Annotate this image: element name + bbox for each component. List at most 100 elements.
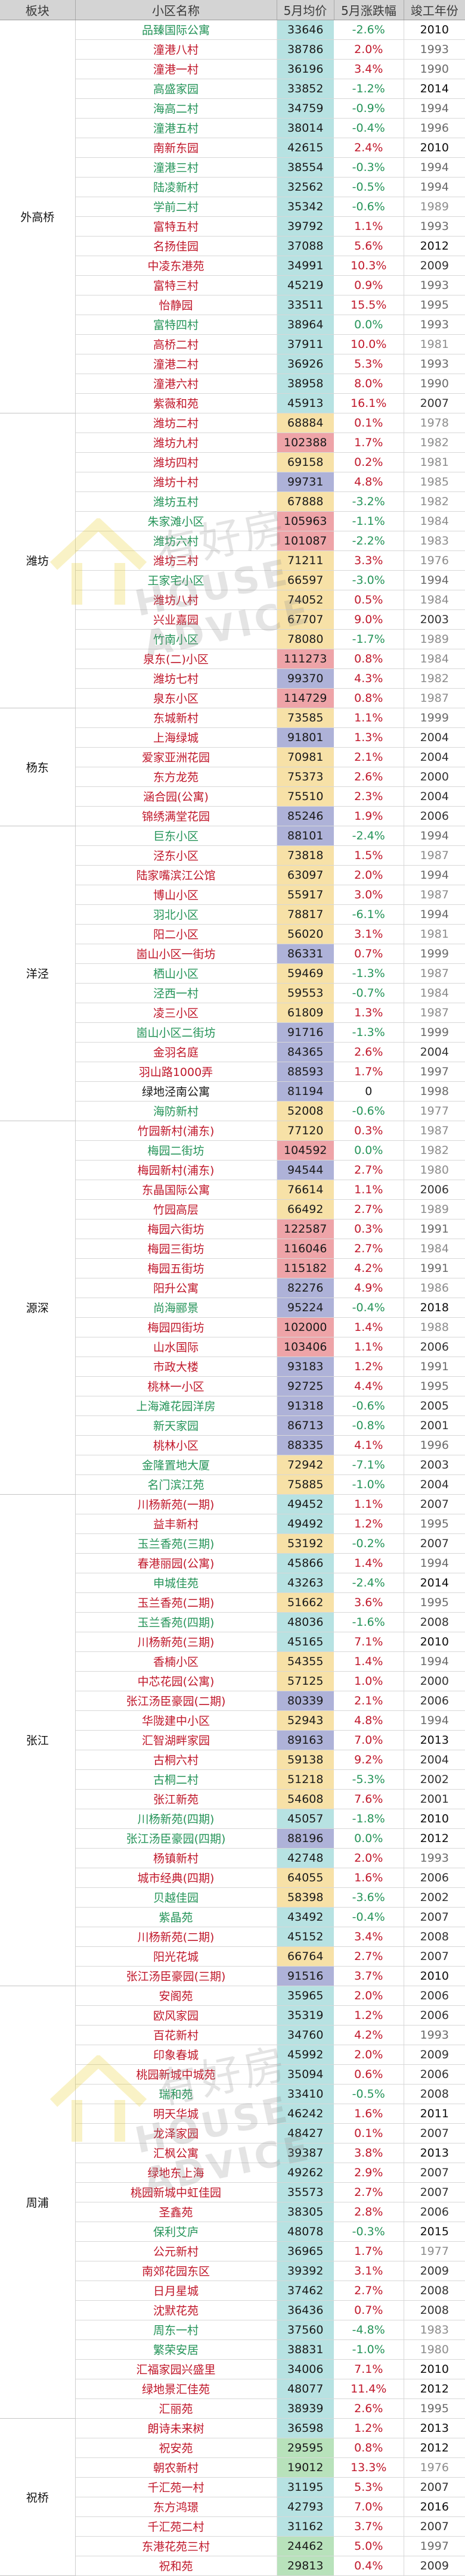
column-header-name[interactable]: 小区名称: [75, 0, 277, 20]
table-row[interactable]: 张江汤臣豪园(三期) 91516 3.7% 2010: [0, 1966, 465, 1986]
table-row[interactable]: 绿地东上海 49262 2.9% 2007: [0, 2163, 465, 2183]
table-row[interactable]: 羽山路1000弄 88593 1.7% 1997: [0, 1062, 465, 1082]
table-row[interactable]: 川杨新苑(二期) 45152 3.4% 2008: [0, 1927, 465, 1947]
column-header-year[interactable]: 竣工年份: [404, 0, 465, 20]
table-row[interactable]: 梅园二街坊 104592 0.0% 1982: [0, 1140, 465, 1161]
table-row[interactable]: 泾东小区 73818 1.5% 1987: [0, 845, 465, 866]
table-row[interactable]: 祝安苑 29595 0.8% 2012: [0, 2438, 465, 2458]
table-row[interactable]: 海防新村 52008 -0.6% 1977: [0, 1101, 465, 1121]
table-row[interactable]: 崮山小区二街坊 91716 -1.3% 1999: [0, 1022, 465, 1043]
column-header-change[interactable]: 5月涨跌幅: [334, 0, 404, 20]
table-row[interactable]: 汇枫公寓 39387 3.8% 2013: [0, 2143, 465, 2163]
table-row[interactable]: 市政大楼 93183 1.2% 1991: [0, 1357, 465, 1377]
table-row[interactable]: 古桐六村 59138 9.2% 2004: [0, 1750, 465, 1770]
table-row[interactable]: 玉兰香苑(三期) 53192 -0.2% 2007: [0, 1533, 465, 1554]
table-row[interactable]: 陆凌新村 32562 -0.5% 1994: [0, 177, 465, 197]
table-row[interactable]: 竹南小区 78080 -1.7% 1989: [0, 629, 465, 649]
table-row[interactable]: 明天华城 46242 1.6% 2011: [0, 2104, 465, 2124]
table-row[interactable]: 羽北小区 78817 -6.1% 1994: [0, 904, 465, 925]
table-row[interactable]: 保利艾庐 48078 -0.3% 2015: [0, 2222, 465, 2242]
table-row[interactable]: 阳二小区 56020 3.1% 1981: [0, 924, 465, 944]
table-row[interactable]: 华陇建中小区 52943 4.8% 1994: [0, 1710, 465, 1731]
table-row[interactable]: 南郊花园东区 39392 3.1% 2009: [0, 2261, 465, 2281]
table-row[interactable]: 泾西一村 59553 -0.7% 1984: [0, 983, 465, 1003]
table-row[interactable]: 千汇苑二村 31162 3.7% 2007: [0, 2516, 465, 2537]
table-row[interactable]: 潍坊七村 99370 4.3% 1982: [0, 668, 465, 689]
table-row[interactable]: 梅园新村(浦东) 94544 2.7% 1980: [0, 1160, 465, 1180]
table-row[interactable]: 外高桥 品臻国际公寓 33646 -2.6% 2010: [0, 20, 465, 413]
table-row[interactable]: 川杨新苑(四期) 45057 -1.8% 2010: [0, 1809, 465, 1829]
table-row[interactable]: 东港花苑三村 24462 5.0% 1997: [0, 2536, 465, 2556]
table-row[interactable]: 祝和苑 29813 0.4% 2009: [0, 2556, 465, 2576]
table-row[interactable]: 爱家亚洲花园 70981 2.1% 2004: [0, 747, 465, 767]
table-row[interactable]: 尚海郦景 95224 -0.4% 2018: [0, 1298, 465, 1318]
table-row[interactable]: 东方龙苑 75373 2.6% 2000: [0, 767, 465, 787]
table-row[interactable]: 山水国际 103406 1.1% 2006: [0, 1337, 465, 1357]
table-row[interactable]: 金隆置地大厦 72942 -7.1% 2003: [0, 1455, 465, 1475]
table-row[interactable]: 怡静园 33511 15.5% 1995: [0, 295, 465, 315]
table-row[interactable]: 百花新村 34760 4.2% 1993: [0, 2025, 465, 2045]
table-row[interactable]: 杨镇新村 42748 2.0% 1993: [0, 1848, 465, 1868]
table-row[interactable]: 桃林一小区 92725 4.4% 1995: [0, 1376, 465, 1396]
table-row[interactable]: 潍坊九村 102388 1.7% 1982: [0, 433, 465, 453]
table-row[interactable]: 欧风家园 35319 1.2% 2006: [0, 2005, 465, 2026]
table-row[interactable]: 上海绿城 91801 1.3% 2004: [0, 727, 465, 748]
table-row[interactable]: 名门滨江苑 75885 -1.0% 2004: [0, 1474, 465, 1495]
table-row[interactable]: 潼港一村 36196 3.4% 1990: [0, 59, 465, 79]
table-row[interactable]: 潼港六村 38958 8.0% 1990: [0, 374, 465, 394]
table-row[interactable]: 陆家嘴滨江公馆 63097 2.0% 1994: [0, 865, 465, 885]
table-row[interactable]: 印象春城 45992 2.0% 2009: [0, 2045, 465, 2065]
table-row[interactable]: 绿地泾南公寓 81194 0 1998: [0, 1081, 465, 1102]
table-row[interactable]: 东方鸿璟 42793 7.0% 2016: [0, 2497, 465, 2517]
table-row[interactable]: 城市经典(四期) 64055 1.6% 2006: [0, 1868, 465, 1888]
table-row[interactable]: 张江汤臣豪园(二期) 80339 2.1% 2006: [0, 1691, 465, 1711]
table-row[interactable]: 朱家滩小区 105963 -1.1% 1984: [0, 511, 465, 531]
table-row[interactable]: 王家宅小区 66597 -3.0% 1994: [0, 570, 465, 590]
table-row[interactable]: 汇智湖畔家园 89163 7.0% 2013: [0, 1730, 465, 1750]
table-row[interactable]: 玉兰香苑(四期) 48036 -1.6% 2008: [0, 1612, 465, 1632]
table-row[interactable]: 公元新村 36965 1.7% 1977: [0, 2241, 465, 2261]
table-row[interactable]: 涵合园(公寓) 75510 2.3% 2004: [0, 786, 465, 807]
table-row[interactable]: 朝农新村 19012 13.3% 1976: [0, 2457, 465, 2478]
table-row[interactable]: 新天家园 86713 -0.8% 2001: [0, 1415, 465, 1436]
table-row[interactable]: 上海滩花园洋房 91318 -0.6% 2005: [0, 1396, 465, 1416]
table-row[interactable]: 川杨新苑(三期) 45165 7.1% 2010: [0, 1632, 465, 1652]
table-row[interactable]: 潍坊六村 101087 -2.2% 1983: [0, 531, 465, 551]
table-row[interactable]: 阳光花城 66764 2.7% 2007: [0, 1946, 465, 1967]
table-row[interactable]: 东晶国际公寓 76614 1.1% 2006: [0, 1180, 465, 1200]
table-row[interactable]: 栖山小区 59469 -1.3% 1987: [0, 963, 465, 984]
table-row[interactable]: 洋泾 巨东小区 88101 -2.4% 1994: [0, 826, 465, 1121]
table-row[interactable]: 汇丽苑 38939 2.6% 1995: [0, 2398, 465, 2419]
table-row[interactable]: 周浦 安阁苑 35965 2.0% 2006: [0, 1986, 465, 2419]
table-row[interactable]: 名扬佳园 37088 5.6% 2012: [0, 236, 465, 256]
table-row[interactable]: 潼港二村 36926 5.3% 1993: [0, 354, 465, 374]
table-row[interactable]: 富特五村 39792 1.1% 1993: [0, 216, 465, 237]
table-row[interactable]: 沈默花苑 36436 0.7% 2008: [0, 2300, 465, 2320]
table-row[interactable]: 潍坊五村 67888 -3.2% 1982: [0, 491, 465, 512]
table-row[interactable]: 张江新苑 54608 7.6% 2001: [0, 1789, 465, 1809]
table-row[interactable]: 杨东 东城新村 73585 1.1% 1999: [0, 708, 465, 826]
table-row[interactable]: 紫薇和苑 45913 16.1% 2007: [0, 393, 465, 413]
table-row[interactable]: 富特三村 45219 0.9% 1993: [0, 275, 465, 295]
table-row[interactable]: 崮山小区一街坊 86331 0.7% 1999: [0, 944, 465, 964]
table-row[interactable]: 瑞和苑 33410 -0.5% 2008: [0, 2084, 465, 2104]
table-row[interactable]: 梅园五街坊 115182 4.2% 1991: [0, 1258, 465, 1278]
table-row[interactable]: 香楠小区 54355 1.4% 1994: [0, 1651, 465, 1672]
table-row[interactable]: 张江汤臣豪园(四期) 88196 0.0% 2012: [0, 1828, 465, 1849]
table-row[interactable]: 祝桥 朗诗未来树 36598 1.2% 2013: [0, 2418, 465, 2576]
table-row[interactable]: 玉兰香苑(二期) 51662 3.6% 1995: [0, 1592, 465, 1613]
table-row[interactable]: 日月星城 37462 2.7% 2008: [0, 2281, 465, 2301]
table-row[interactable]: 富特四村 38964 0.0% 1993: [0, 315, 465, 335]
table-row[interactable]: 中凌东港苑 34991 10.3% 2009: [0, 256, 465, 276]
table-row[interactable]: 桃园新城中城苑 35094 0.6% 2006: [0, 2064, 465, 2085]
table-row[interactable]: 潼港五村 38014 -0.4% 1996: [0, 118, 465, 138]
table-row[interactable]: 潍坊十村 99731 4.8% 1985: [0, 472, 465, 492]
table-row[interactable]: 周东一村 37560 -4.8% 1983: [0, 2320, 465, 2340]
table-row[interactable]: 南新东园 42615 2.4% 2010: [0, 138, 465, 158]
column-header-area[interactable]: 板块: [0, 0, 76, 20]
table-row[interactable]: 兴业嘉园 67707 9.0% 2003: [0, 609, 465, 630]
table-row[interactable]: 梅园三街坊 116046 2.7% 1984: [0, 1239, 465, 1259]
table-row[interactable]: 梅园四街坊 102000 1.4% 1988: [0, 1317, 465, 1337]
table-row[interactable]: 凌三小区 61809 1.3% 1987: [0, 1003, 465, 1023]
table-row[interactable]: 千汇苑一村 31195 5.3% 2007: [0, 2477, 465, 2497]
